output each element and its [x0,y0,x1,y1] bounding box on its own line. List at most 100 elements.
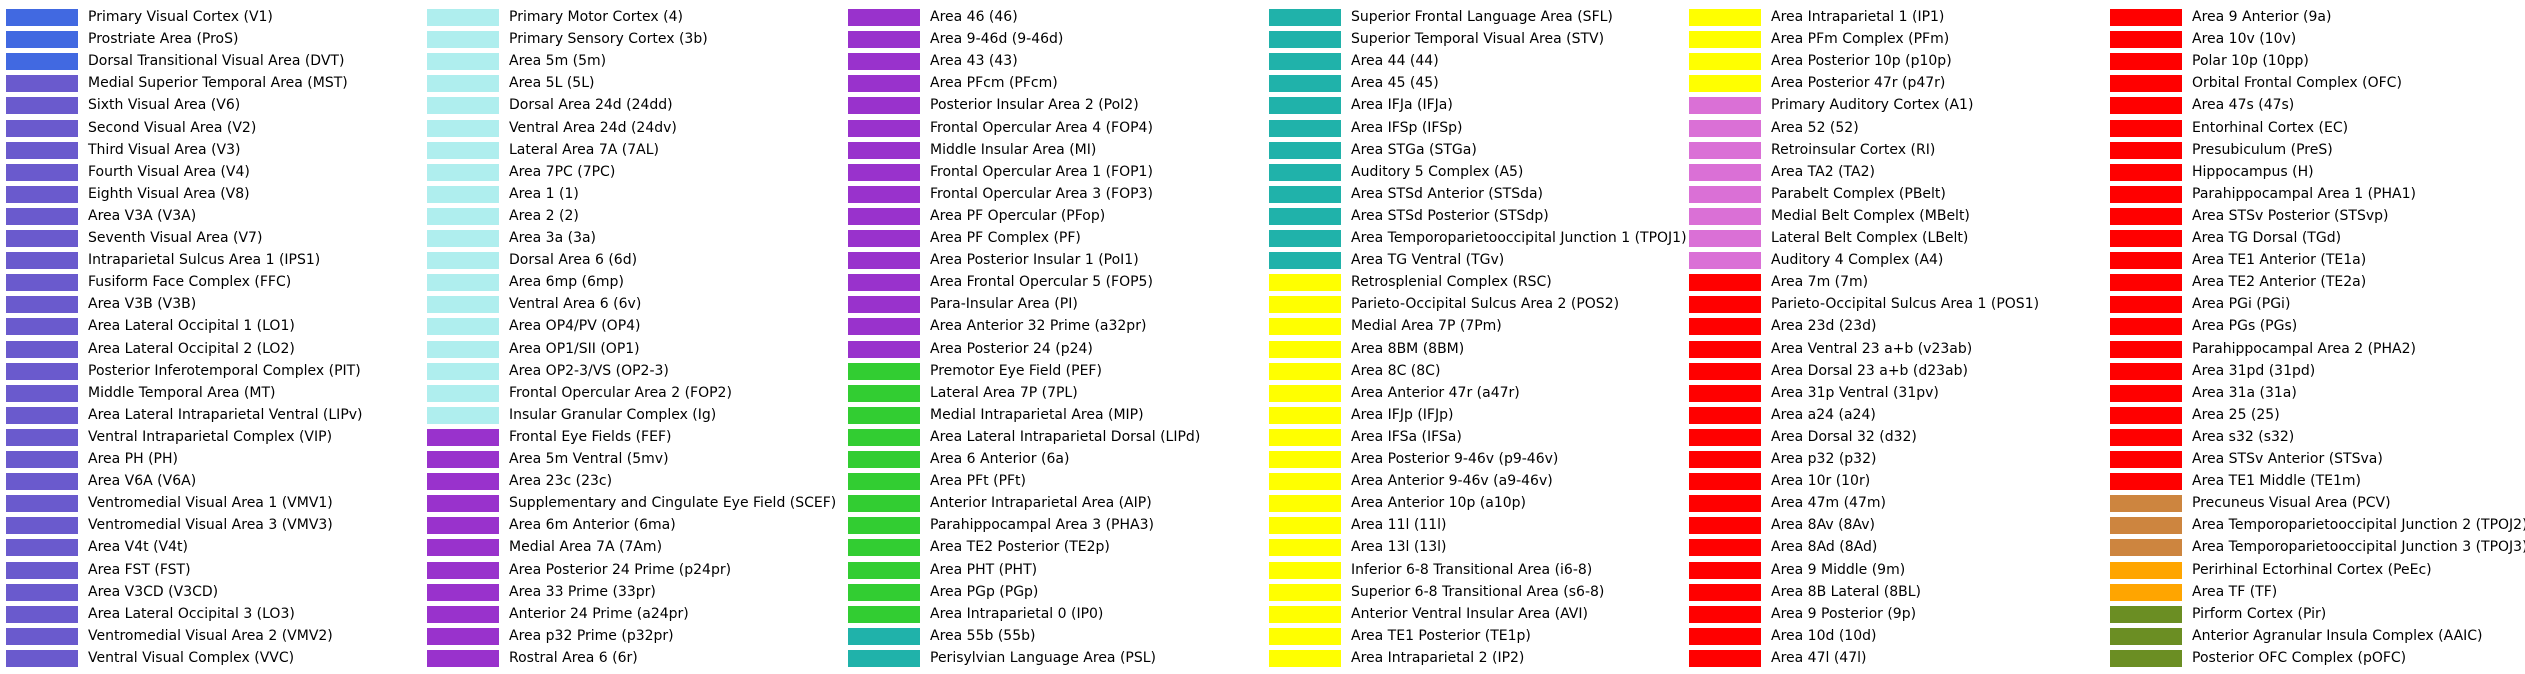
legend-label: Area Intraparietal 1 (IP1) [1771,9,1945,25]
legend-label: Area TE1 Middle (TE1m) [2192,473,2361,490]
legend-label: Area 23d (23d) [1771,318,1877,335]
legend-item: Area Intraparietal 0 (IP0) [842,603,1262,625]
legend-label: Anterior Agranular Insula Complex (AAIC) [2192,627,2483,644]
legend-label: Frontal Opercular Area 2 (FOP2) [509,384,732,401]
legend-swatch [1689,141,1761,159]
legend-item: Superior Frontal Language Area (SFL) [1263,6,1683,28]
legend-label: Pirform Cortex (Pir) [2192,605,2327,622]
legend-swatch [1269,627,1341,645]
legend-item: Para-Insular Area (PI) [842,293,1262,315]
legend-item: Area IFJa (IFJa) [1263,94,1683,116]
legend-label: Para-Insular Area (PI) [930,296,1078,313]
legend-label: Orbital Frontal Complex (OFC) [2192,75,2402,92]
legend-label: Area PF Opercular (PFop) [930,207,1106,224]
legend-item: Frontal Opercular Area 1 (FOP1) [842,161,1262,183]
legend-label: Area 43 (43) [930,53,1018,70]
legend-swatch [1689,605,1761,623]
legend-item: Area V3A (V3A) [0,205,420,227]
legend-label: Area 10r (10r) [1771,473,1871,490]
legend-swatch [1269,252,1341,270]
legend-swatch [2110,627,2182,645]
legend-label: Area 25 (25) [2192,406,2280,423]
legend-item: Area 9 Anterior (9a) [2104,6,2524,28]
legend-item: Area STGa (STGa) [1263,139,1683,161]
legend-swatch [1269,207,1341,225]
legend-swatch [848,252,920,270]
legend-swatch [2110,185,2182,203]
legend-item: Area TG Dorsal (TGd) [2104,227,2524,249]
legend-label: Area IFJa (IFJa) [1351,97,1453,114]
legend-item: Area Lateral Intraparietal Dorsal (LIPd) [842,426,1262,448]
legend-swatch [6,384,78,402]
legend-item: Middle Temporal Area (MT) [0,382,420,404]
legend-label: Insular Granular Complex (Ig) [509,406,717,423]
legend-item: Area Posterior 24 (p24) [842,338,1262,360]
legend-label: Area Lateral Occipital 2 (LO2) [88,340,295,357]
legend-item: Area TE2 Anterior (TE2a) [2104,271,2524,293]
legend-label: Intraparietal Sulcus Area 1 (IPS1) [88,252,321,269]
legend-label: Area PFcm (PFcm) [930,75,1058,92]
legend-label: Area 3a (3a) [509,230,597,246]
legend-swatch [2110,318,2182,336]
legend-label: Area 8Av (8Av) [1771,517,1875,534]
legend-item: Prostriate Area (ProS) [0,28,420,50]
legend-item: Area 10v (10v) [2104,28,2524,50]
legend-swatch [6,53,78,71]
legend-label: Rostral Area 6 (6r) [509,649,638,666]
legend-label: Medial Superior Temporal Area (MST) [88,75,348,92]
legend-swatch [427,406,499,424]
legend-swatch [848,340,920,358]
legend-item: Retroinsular Cortex (RI) [1683,139,2103,161]
legend-label: Area IFSp (IFSp) [1351,119,1463,136]
legend-label: Area Anterior 47r (a47r) [1351,384,1520,401]
legend-item: Area 55b (55b) [842,625,1262,647]
legend-label: Posterior Insular Area 2 (PoI2) [930,97,1139,114]
legend-swatch [1269,649,1341,667]
legend-item: Sixth Visual Area (V6) [0,94,420,116]
legend-item: Ventromedial Visual Area 2 (VMV2) [0,625,420,647]
legend-item: Second Visual Area (V2) [0,117,420,139]
legend-item: Ventral Visual Complex (VVC) [0,647,420,669]
legend-swatch [6,627,78,645]
legend-label: Area 5L (5L) [509,75,595,92]
legend-item: Auditory 4 Complex (A4) [1683,249,2103,271]
legend-label: Area STSd Anterior (STSda) [1351,185,1544,202]
legend-swatch [1689,119,1761,137]
legend-swatch [1689,561,1761,579]
legend-label: Area PH (PH) [88,451,178,467]
legend-label: Inferior 6-8 Transitional Area (i6-8) [1351,561,1593,578]
legend-item: Area 11l (11l) [1263,514,1683,536]
legend-label: Middle Temporal Area (MT) [88,384,276,401]
legend-swatch [2110,75,2182,93]
legend-swatch [1689,9,1761,26]
legend-label: Area Frontal Opercular 5 (FOP5) [930,274,1153,291]
legend-label: Area a24 (a24) [1771,406,1876,423]
legend-label: Area PGi (PGi) [2192,296,2291,313]
legend-swatch [2110,31,2182,49]
legend-swatch [848,97,920,115]
legend-swatch [6,97,78,115]
legend-label: Ventromedial Visual Area 1 (VMV1) [88,495,333,512]
legend-label: Area 10d (10d) [1771,627,1877,644]
legend-swatch [2110,97,2182,115]
legend-label: Area 8C (8C) [1351,362,1441,379]
legend-item: Frontal Eye Fields (FEF) [421,426,841,448]
legend-label: Area STSv Posterior (STSvp) [2192,207,2389,224]
legend-label: Parahippocampal Area 3 (PHA3) [930,517,1154,534]
legend-item: Ventral Area 24d (24dv) [421,117,841,139]
legend-swatch [6,141,78,159]
legend-swatch [848,561,920,579]
legend-swatch [427,583,499,601]
legend-label: Fusiform Face Complex (FFC) [88,274,292,291]
legend-swatch [1689,583,1761,601]
legend-item: Area 46 (46) [842,6,1262,28]
legend-item: Area Posterior 9-46v (p9-46v) [1263,448,1683,470]
legend-label: Posterior OFC Complex (pOFC) [2192,649,2407,666]
legend-label: Second Visual Area (V2) [88,119,257,136]
legend-item: Area TE2 Posterior (TE2p) [842,536,1262,558]
legend-item: Area Lateral Occipital 3 (LO3) [0,603,420,625]
legend-item: Area 52 (52) [1683,117,2103,139]
legend-swatch [427,561,499,579]
legend-label: Area 9 Anterior (9a) [2192,9,2332,25]
